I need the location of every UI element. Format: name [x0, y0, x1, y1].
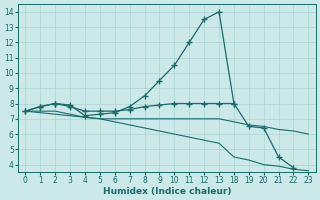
X-axis label: Humidex (Indice chaleur): Humidex (Indice chaleur): [103, 187, 231, 196]
